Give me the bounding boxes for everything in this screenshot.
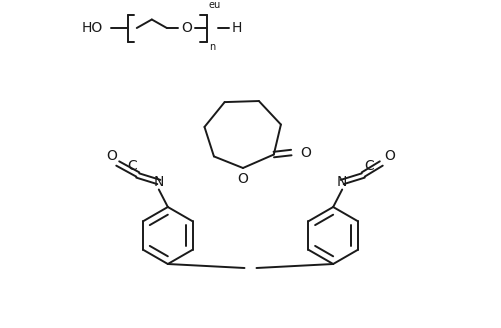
Text: HO: HO bbox=[82, 21, 103, 35]
Text: H: H bbox=[232, 21, 242, 35]
Text: O: O bbox=[106, 149, 117, 162]
Text: C: C bbox=[127, 159, 137, 174]
Text: eu: eu bbox=[209, 0, 221, 10]
Text: O: O bbox=[301, 146, 311, 159]
Text: N: N bbox=[154, 175, 164, 190]
Text: O: O bbox=[384, 149, 395, 162]
Text: C: C bbox=[364, 159, 374, 174]
Text: N: N bbox=[337, 175, 347, 190]
Text: O: O bbox=[181, 21, 192, 35]
Text: n: n bbox=[209, 43, 215, 52]
Text: O: O bbox=[237, 172, 248, 186]
